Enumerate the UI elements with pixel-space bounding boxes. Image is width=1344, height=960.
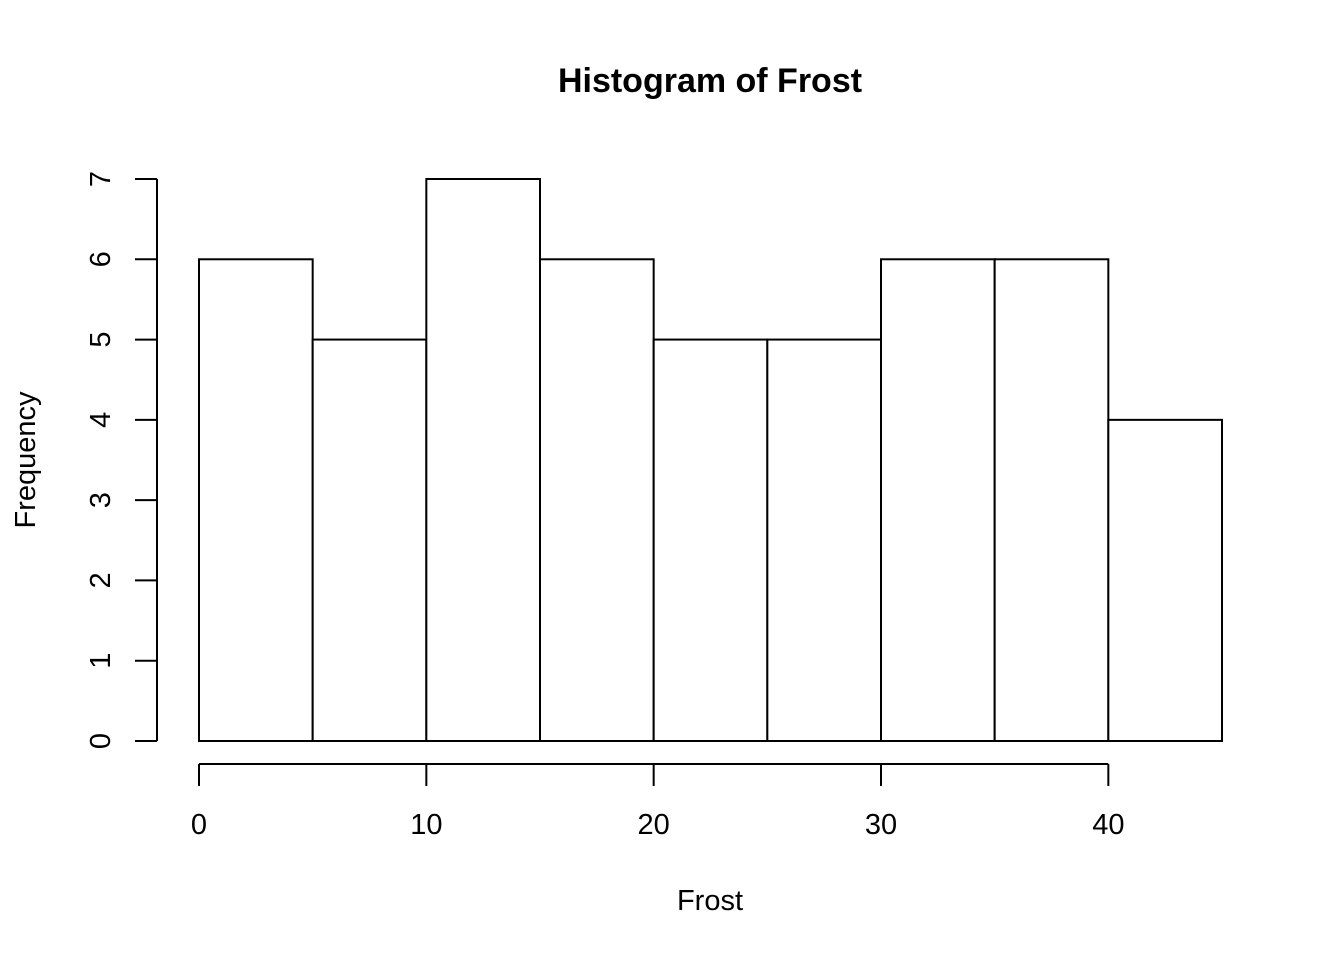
histogram-bar — [993, 258, 1110, 742]
histogram-bar — [880, 258, 996, 742]
x-tick-label: 20 — [638, 809, 670, 841]
y-tick-label: 2 — [85, 572, 117, 588]
y-axis-title: Frequency — [10, 391, 42, 529]
x-ticks: 0 10 20 30 40 — [191, 764, 1124, 841]
y-tick-label: 0 — [85, 733, 117, 749]
histogram-bar — [425, 178, 542, 742]
histogram-bar — [198, 258, 314, 742]
x-axis-title: Frost — [677, 885, 743, 917]
y-tick-label: 5 — [85, 332, 117, 348]
histogram-bar — [539, 258, 655, 742]
y-tick-label: 3 — [85, 492, 117, 508]
x-tick-label: 30 — [865, 809, 897, 841]
x-axis: 0 10 20 30 40 — [191, 763, 1124, 841]
bars-group — [198, 178, 1224, 742]
y-tick-label: 7 — [85, 171, 117, 187]
x-tick-label: 10 — [410, 809, 442, 841]
histogram-bar — [652, 338, 769, 742]
chart-title: Histogram of Frost — [558, 62, 862, 100]
histogram-bar — [1107, 418, 1224, 742]
x-tick-label: 0 — [191, 809, 207, 841]
y-tick-label: 6 — [85, 251, 117, 267]
y-ticks: 0 1 2 3 4 5 6 7 — [85, 171, 157, 749]
y-axis: 0 1 2 3 4 5 6 7 — [85, 171, 158, 749]
y-tick-label: 1 — [85, 653, 117, 669]
x-tick-label: 40 — [1092, 809, 1124, 841]
y-tick-label: 4 — [85, 412, 117, 428]
histogram-bar — [766, 338, 882, 742]
histogram-bar — [311, 338, 428, 742]
